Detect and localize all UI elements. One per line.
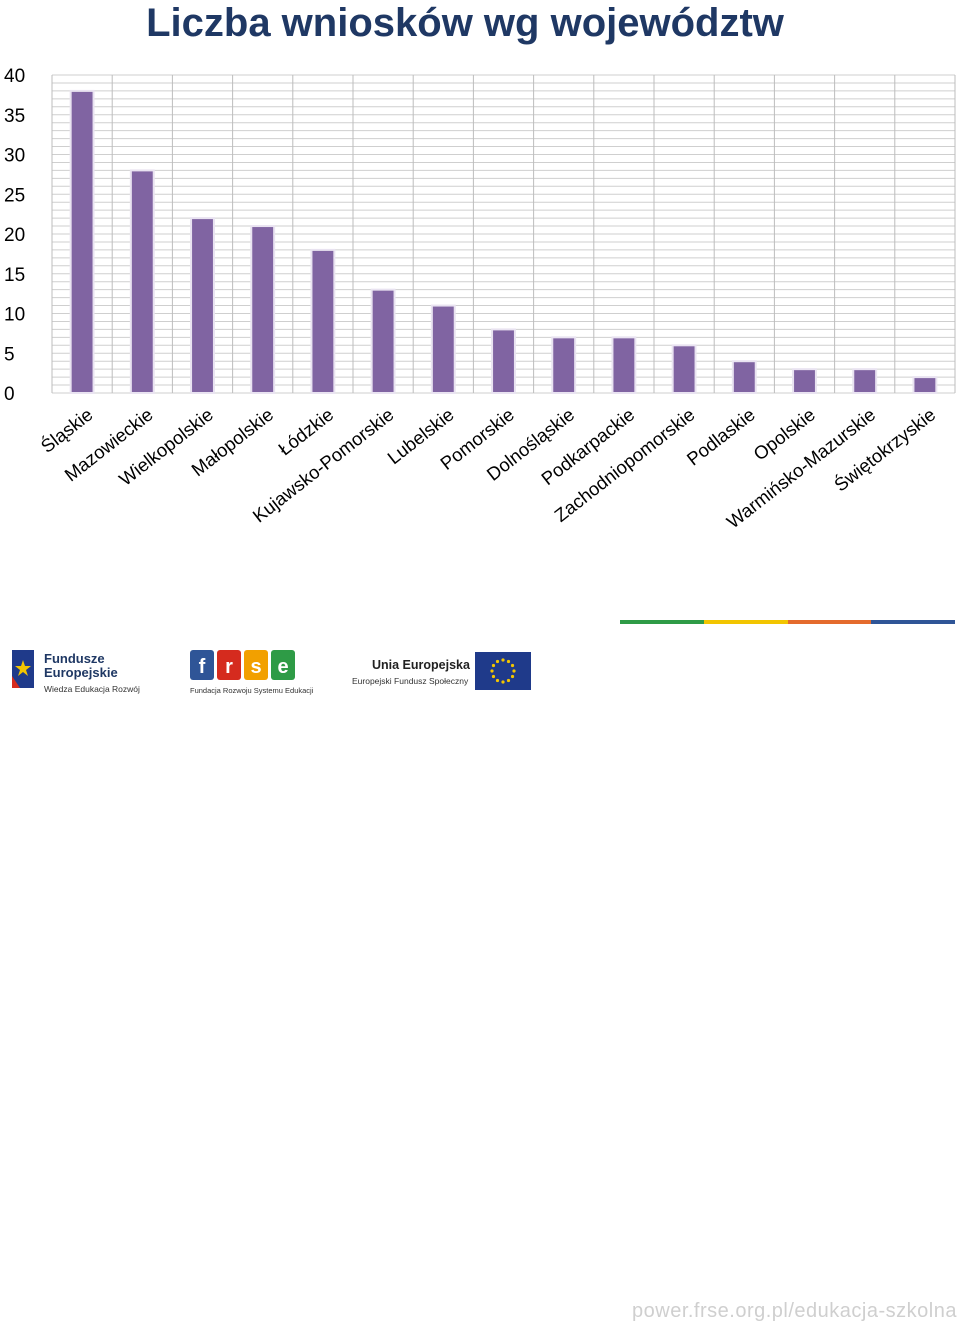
y-tick-label: 40 <box>4 66 25 87</box>
frse-letters-icon: f r s e <box>190 650 295 680</box>
bar-Śląskie <box>69 89 95 395</box>
y-axis-ticks: 0 5 10 15 20 25 30 35 40 <box>4 66 25 405</box>
eu-star <box>490 669 494 673</box>
color-stripe <box>620 620 955 624</box>
y-tick-label: 35 <box>4 106 25 127</box>
fe-line2: Europejskie <box>44 665 118 680</box>
y-tick-label: 0 <box>4 384 15 405</box>
x-tick-label: Świętokrzyskie <box>830 404 939 496</box>
svg-text:r: r <box>225 656 233 678</box>
y-tick-label: 10 <box>4 305 25 326</box>
bar-Zachodniopomorskie <box>671 344 697 394</box>
eu-star <box>501 680 505 684</box>
eu-star <box>510 663 515 668</box>
svg-text:f: f <box>199 656 206 678</box>
bar-Dolnośląskie <box>551 336 577 395</box>
stripe-blue <box>871 620 955 624</box>
x-tick-label: Podlaskie <box>683 404 759 470</box>
bar-Warmińsko-Mazurskie <box>852 368 878 394</box>
eu-flag-icon <box>475 652 531 690</box>
bar-Pomorskie <box>491 328 516 394</box>
x-axis-ticks: ŚląskieMazowieckieWielkopolskieMałopolsk… <box>37 404 940 533</box>
footer-url[interactable]: power.frse.org.pl/edukacja-szkolna <box>632 1300 957 1322</box>
svg-text:s: s <box>250 656 261 678</box>
ue-line1: Unia Europejska <box>372 658 470 672</box>
ue-line2: Europejski Fundusz Społeczny <box>352 676 469 686</box>
bar-chart: 0 5 10 15 20 25 30 35 40 ŚląskieMazowieckieWielk… <box>4 66 956 533</box>
eu-star <box>495 659 500 664</box>
y-tick-label: 15 <box>4 265 25 286</box>
eu-star <box>512 669 516 673</box>
bar-Kujawsko-Pomorskie <box>370 288 396 394</box>
bar-Podlaskie <box>731 360 757 395</box>
eu-star <box>495 678 500 683</box>
bar-Podkarpackie <box>611 336 637 395</box>
stripe-orange <box>787 620 872 624</box>
bar-Lubelskie <box>430 304 456 394</box>
eu-star <box>506 659 511 664</box>
bar-Łódzkie <box>310 248 336 394</box>
bars <box>69 89 938 395</box>
fe-star-icon <box>6 646 40 692</box>
eu-star <box>510 674 515 679</box>
fe-line1: Fundusze <box>44 651 105 666</box>
bar-Świętokrzyskie <box>912 376 938 395</box>
frse-logo: f r s e Fundacja Rozwoju Systemu Edukacj… <box>190 648 313 696</box>
y-tick-label: 20 <box>4 225 25 246</box>
stripe-green <box>620 620 704 624</box>
chart-title: Liczba wniosków wg województw <box>146 1 784 45</box>
fe-line3: Wiedza Edukacja Rozwój <box>44 684 140 694</box>
bar-Mazowieckie <box>129 169 155 394</box>
y-tick-label: 25 <box>4 185 25 206</box>
frse-sub: Fundacja Rozwoju Systemu Edukacji <box>190 686 314 695</box>
eu-star <box>506 678 511 683</box>
eu-star <box>501 658 505 662</box>
bar-Wielkopolskie <box>190 217 215 394</box>
y-tick-label: 5 <box>4 344 15 365</box>
svg-text:e: e <box>277 656 288 678</box>
unia-europejska-logo: Unia Europejska Europejski Fundusz Społe… <box>350 652 535 692</box>
bar-Małopolskie <box>250 225 276 394</box>
eu-star <box>491 663 496 668</box>
y-tick-label: 30 <box>4 146 25 167</box>
footer-logos: Fundusze Europejskie Wiedza Edukacja Roz… <box>0 636 960 1322</box>
fundusze-europejskie-logo: Fundusze Europejskie Wiedza Edukacja Roz… <box>6 646 146 696</box>
bar-Opolskie <box>792 368 817 394</box>
eu-star <box>491 674 496 679</box>
stripe-yellow <box>703 620 788 624</box>
